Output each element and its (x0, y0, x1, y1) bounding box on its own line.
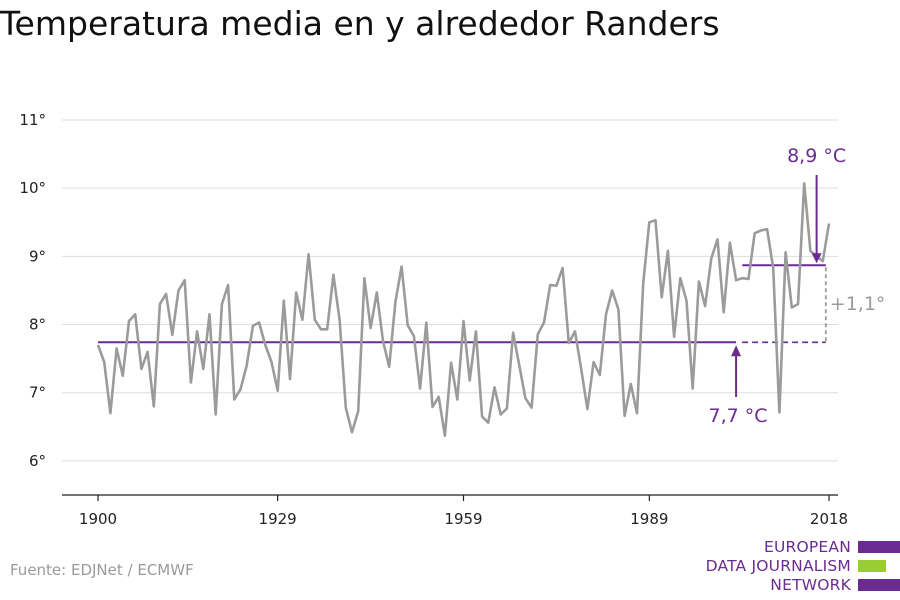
y-tick-label: 11° (19, 111, 46, 129)
x-tick-label: 1929 (259, 510, 297, 528)
logo-bar-bottom (858, 579, 900, 591)
x-tick-label: 1959 (444, 510, 482, 528)
logo-line-2: DATA JOURNALISM (705, 557, 851, 575)
y-tick-label: 7° (29, 384, 46, 402)
temperature-series-line (96, 182, 831, 437)
y-tick-label: 6° (29, 452, 46, 470)
recent-mean-arrow-head (811, 253, 822, 264)
logo-bar-top (858, 541, 900, 553)
x-tick-label: 2018 (810, 510, 848, 528)
delta-label: +1,1° (830, 293, 886, 315)
x-tick-label: 1900 (79, 510, 117, 528)
x-tick-label: 1989 (630, 510, 668, 528)
annotations: 8,9 °C 7,7 °C +1,1° (709, 145, 886, 427)
recent-mean-label: 8,9 °C (787, 145, 846, 167)
x-axis: 1900 1929 1959 1989 2018 (62, 494, 848, 528)
source-note: Fuente: EDJNet / ECMWF (10, 561, 194, 579)
y-axis-ticks: 6° 7° 8° 9° 10° 11° (19, 111, 46, 470)
y-tick-label: 9° (29, 247, 46, 265)
series-layer (96, 182, 831, 437)
chart-title: Temperatura media en y alrededor Randers (0, 4, 720, 43)
edjnet-logo: EUROPEAN DATA JOURNALISM NETWORK (700, 538, 900, 596)
y-tick-label: 10° (19, 179, 46, 197)
logo-line-1: EUROPEAN (763, 538, 851, 556)
baseline-mean-arrow-head (731, 345, 742, 357)
baseline-mean-label: 7,7 °C (709, 405, 768, 427)
logo-line-3: NETWORK (770, 576, 851, 594)
grid-lines (62, 119, 838, 462)
logo-bar-middle (858, 560, 886, 572)
y-tick-label: 8° (29, 316, 46, 334)
